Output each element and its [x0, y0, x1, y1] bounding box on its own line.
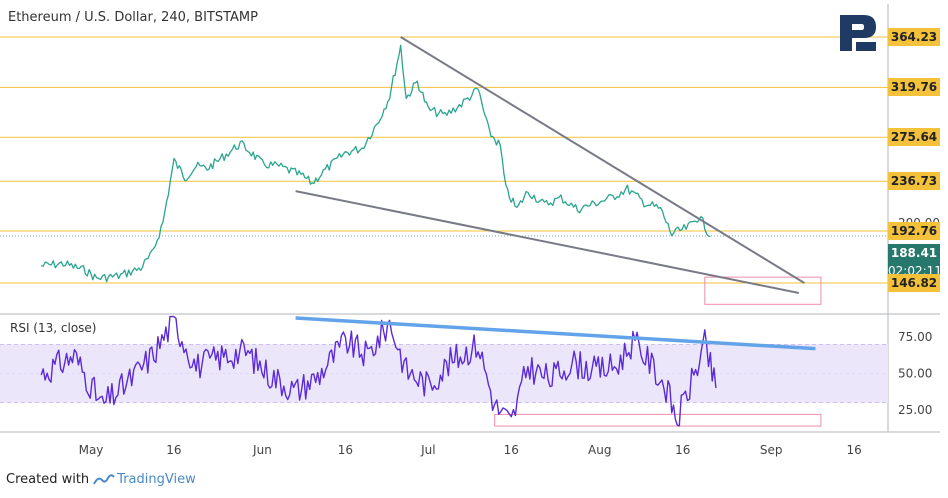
level-price-label: 275.64	[888, 128, 940, 146]
level-price-label: 146.82	[888, 274, 940, 292]
rsi-target-zone	[494, 413, 822, 427]
tradingview-link[interactable]: TradingView	[93, 472, 196, 487]
x-tick-label: May	[79, 443, 104, 457]
x-tick-label: 16	[846, 443, 861, 457]
level-price-label: 236.73	[888, 172, 940, 190]
chart-title: Ethereum / U.S. Dollar, 240, BITSTAMP	[8, 10, 258, 25]
x-tick-label: Sep	[760, 443, 783, 457]
x-tick-label: Jul	[420, 443, 435, 457]
rsi-series-line	[40, 315, 717, 427]
rsi-tick-label: 75.00	[898, 330, 932, 344]
x-tick-label: 16	[166, 443, 181, 457]
x-tick-label: 16	[338, 443, 353, 457]
level-price-label: 319.76	[888, 78, 940, 96]
level-price-label: 192.76	[888, 222, 940, 240]
x-tick-label: 16	[504, 443, 519, 457]
rsi-tick-label: 25.00	[898, 403, 932, 417]
tradingview-logo-icon	[93, 473, 115, 484]
price-series-line	[41, 44, 711, 283]
footer: Created with TradingView	[6, 472, 196, 487]
created-with-text: Created with	[6, 472, 90, 487]
current-price-label: 188.41	[888, 244, 940, 262]
trendline-upper	[400, 36, 805, 284]
level-price-label: 364.23	[888, 28, 940, 46]
x-tick-label: 16	[675, 443, 690, 457]
rsi-label: RSI (13, close)	[10, 321, 97, 335]
broker-logo	[836, 11, 880, 62]
rsi-trendline	[295, 316, 816, 351]
rsi-tick-label: 50.00	[898, 367, 932, 381]
x-tick-label: Jun	[252, 443, 272, 457]
price-target-zone	[704, 276, 822, 305]
x-tick-label: Aug	[588, 443, 611, 457]
trendline-lower	[295, 190, 800, 294]
tradingview-brand-text: TradingView	[117, 472, 196, 487]
